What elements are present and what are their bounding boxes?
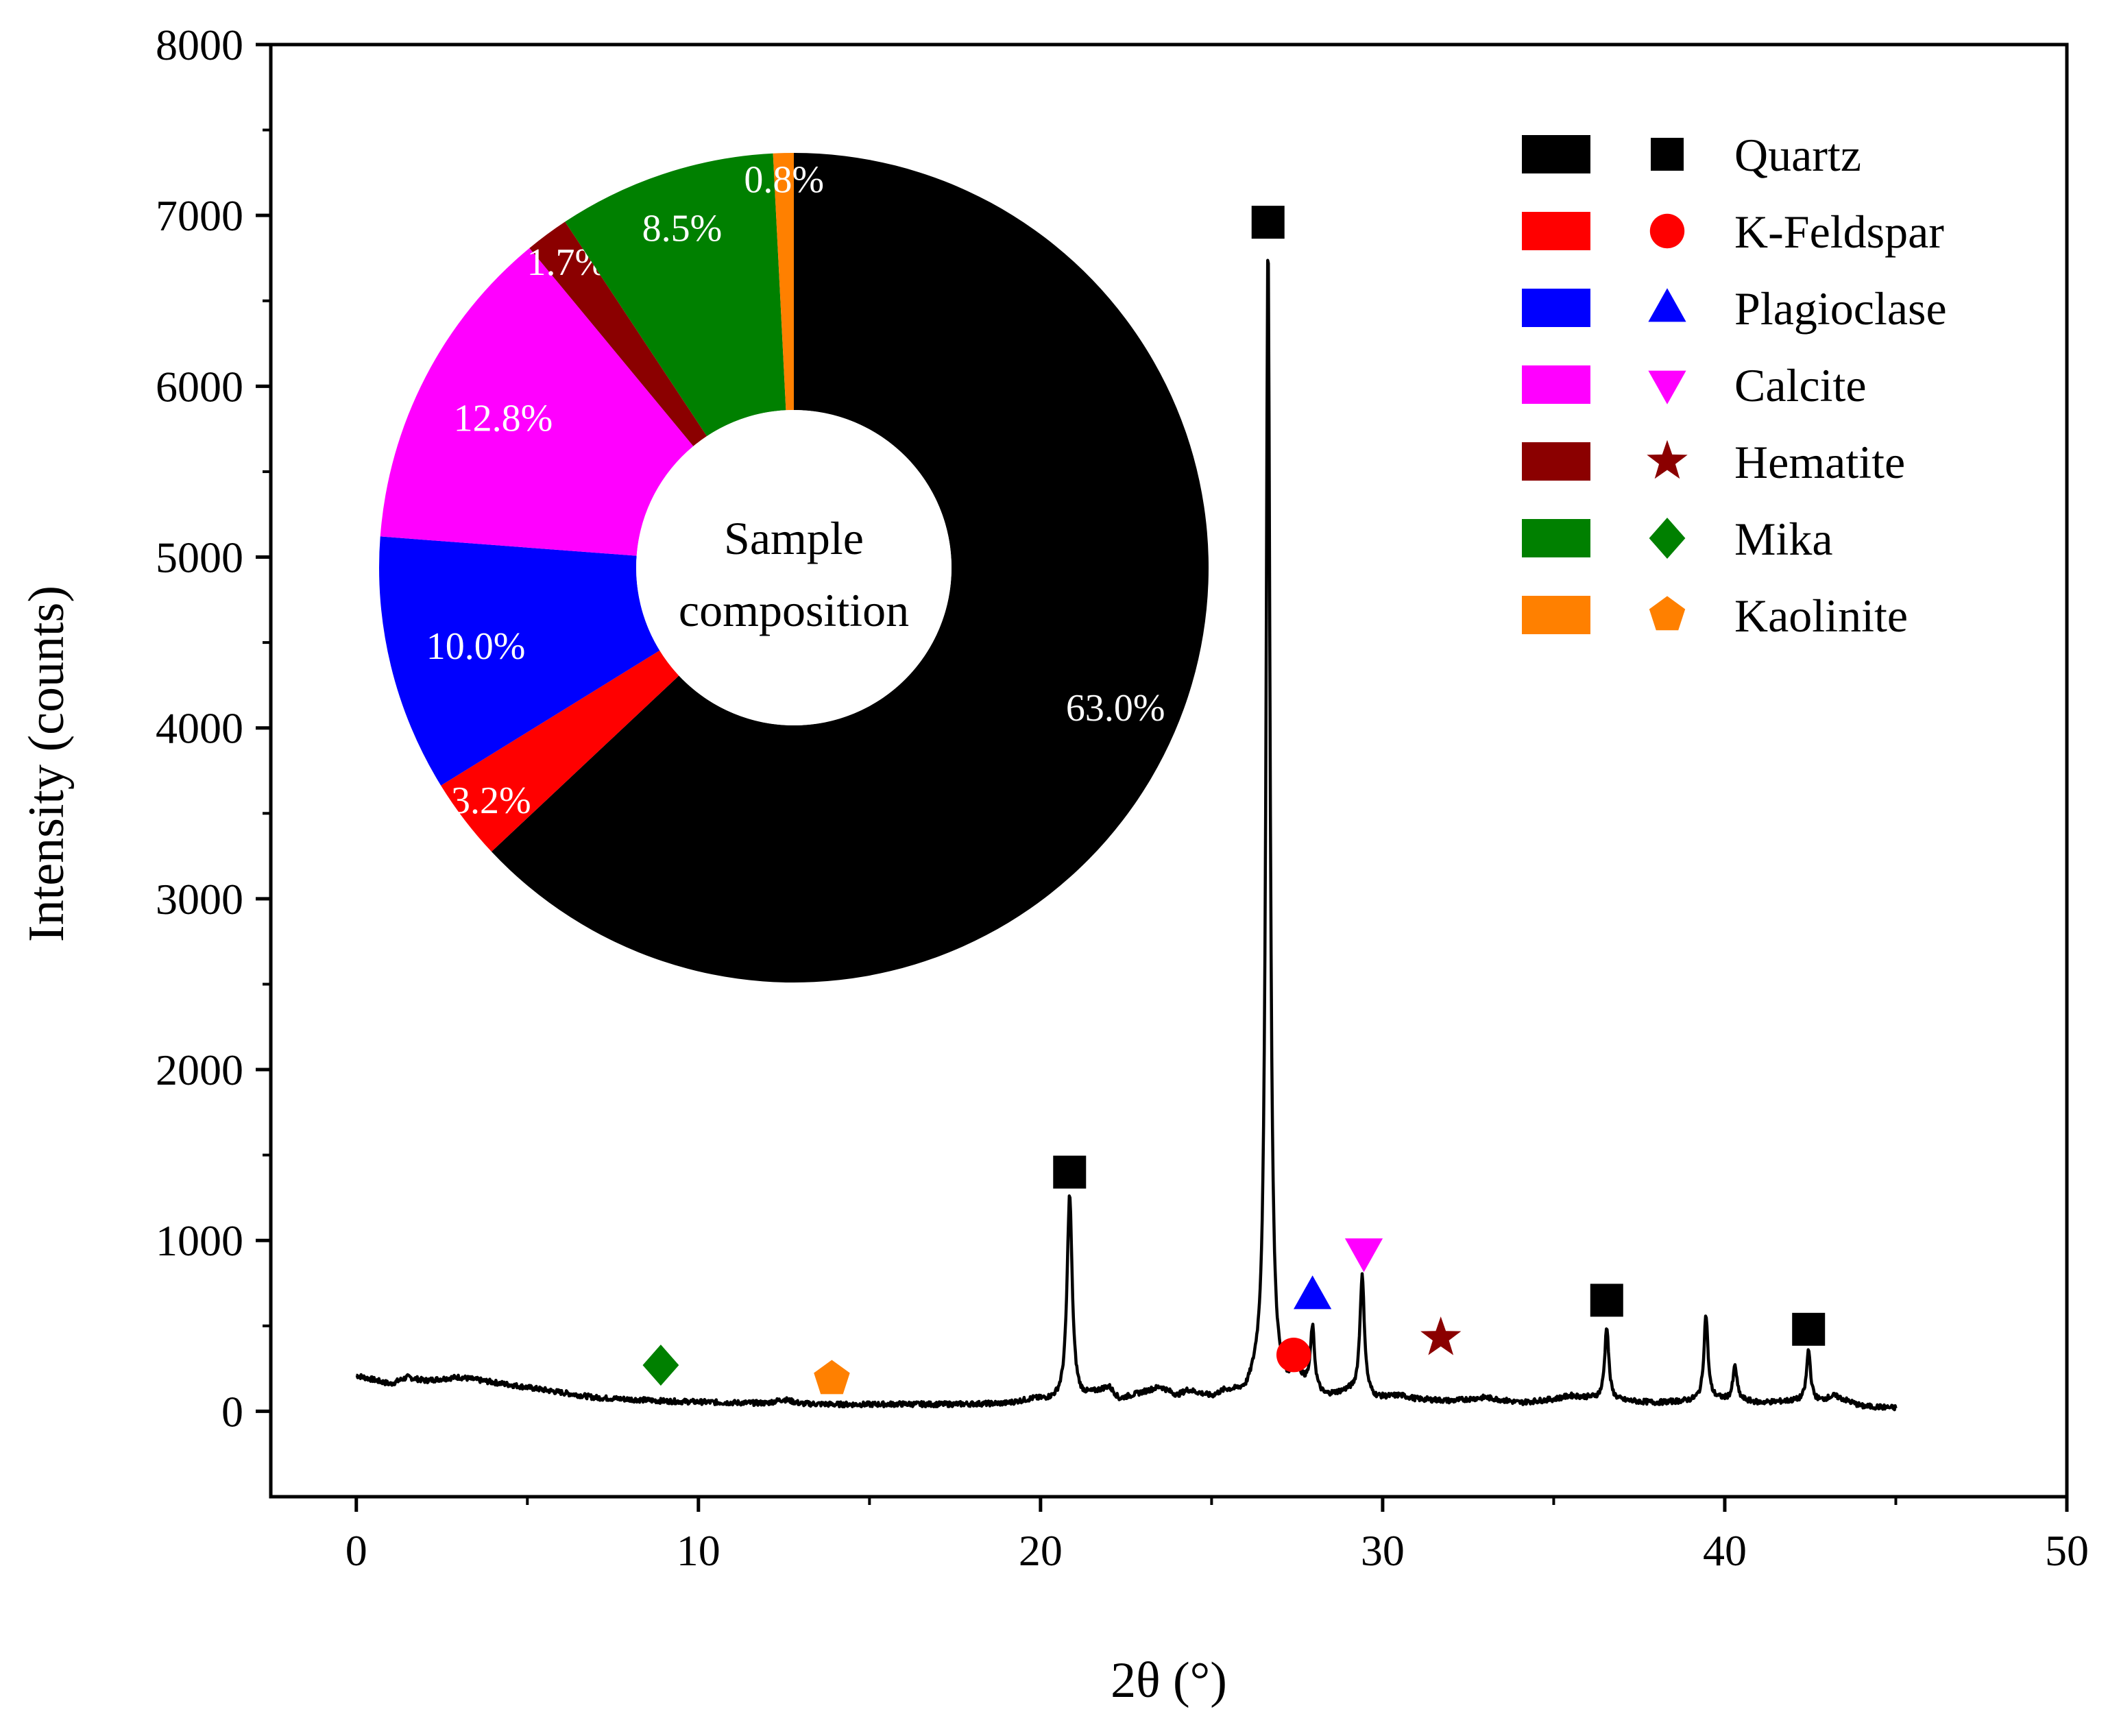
y-tick-label: 5000 [156,533,243,582]
k-feldspar-legend-marker [1649,213,1685,249]
calcite-legend-marker [1648,370,1686,405]
y-tick-label: 2000 [156,1046,243,1094]
legend-label: Kaolinite [1734,590,1908,642]
x-axis-title: 2θ (°) [1111,1652,1227,1709]
hematite-slice [529,221,707,446]
xrd-series [355,258,1898,1412]
kaolinite-peak-marker [814,1360,850,1395]
quartz-peak-marker [1053,1155,1087,1189]
plagioclase-legend-swatch [1522,289,1590,327]
quartz-peak-marker [1792,1312,1826,1346]
quartz-peak-marker [1251,206,1285,239]
mika-slice [565,153,786,437]
y-tick-label: 7000 [156,191,243,240]
donut-center-label: composition [679,584,909,636]
kaolinite-legend-marker [1649,596,1686,631]
y-tick-label: 1000 [156,1216,243,1265]
hematite-legend-marker [1647,439,1688,479]
calcite-legend-swatch [1522,365,1590,404]
kaolinite-slice-label: 0.8% [744,159,824,202]
legend-label: Quartz [1734,129,1861,181]
y-tick-label: 3000 [156,875,243,924]
y-tick-label: 8000 [156,21,243,69]
plagioclase-peak-marker [1294,1275,1332,1310]
legend: Quartz K-Feldspar Plagioclase Calcite Hemati… [1522,129,1947,642]
y-tick-label: 6000 [156,362,243,411]
composition-donut: 63.0%3.2%10.0%12.8%1.7%8.5%0.8%Samplecom… [379,153,1209,982]
donut-hole [636,410,952,725]
plagioclase-slice-label: 10.0% [426,625,526,668]
x-tick-label: 40 [1703,1526,1747,1575]
peak-markers [642,206,1826,1395]
x-tick-label: 50 [2045,1526,2089,1575]
plagioclase-legend-marker [1648,288,1686,322]
kaolinite-slice [773,153,794,411]
quartz-legend-swatch [1522,135,1590,173]
quartz-slice [491,153,1209,982]
quartz-peak-marker [1590,1283,1623,1317]
quartz-slice-label: 63.0% [1066,687,1165,730]
x-tick-label: 20 [1019,1526,1063,1575]
k-feldspar-slice-label: 3.2% [451,780,531,822]
kaolinite-legend-swatch [1522,596,1590,634]
legend-label: K-Feldspar [1734,206,1944,258]
hematite-peak-marker [1420,1316,1462,1355]
calcite-slice-label: 12.8% [454,398,553,440]
y-tick-label: 4000 [156,704,243,753]
mika-slice-label: 8.5% [642,208,723,250]
legend-label: Hematite [1734,436,1905,488]
axes: 0 10 20 30 40 50 0 1000 2000 3000 4000 5000 6000 7000… [19,21,2089,1709]
mika-legend-swatch [1522,519,1590,557]
x-tick-label: 10 [677,1526,720,1575]
k-feldspar-peak-marker [1276,1337,1311,1373]
donut-center-label: Sample [724,512,864,564]
y-tick-label: 0 [221,1387,243,1436]
x-tick-label: 0 [346,1526,367,1575]
mika-peak-marker [642,1345,679,1386]
calcite-peak-marker [1344,1238,1383,1273]
plot-frame [269,43,2069,1499]
xrd-line [355,258,1898,1412]
calcite-slice [380,248,694,556]
quartz-legend-marker [1651,138,1684,171]
legend-label: Plagioclase [1734,282,1947,335]
legend-label: Calcite [1734,359,1867,411]
legend-label: Mika [1734,513,1833,565]
x-tick-label: 30 [1361,1526,1405,1575]
k-feldspar-slice [441,650,679,852]
hematite-legend-swatch [1522,442,1590,481]
y-axis-title: Intensity (counts) [19,586,75,942]
mika-legend-marker [1649,518,1686,559]
k-feldspar-legend-swatch [1522,212,1590,250]
plagioclase-slice [379,536,660,786]
